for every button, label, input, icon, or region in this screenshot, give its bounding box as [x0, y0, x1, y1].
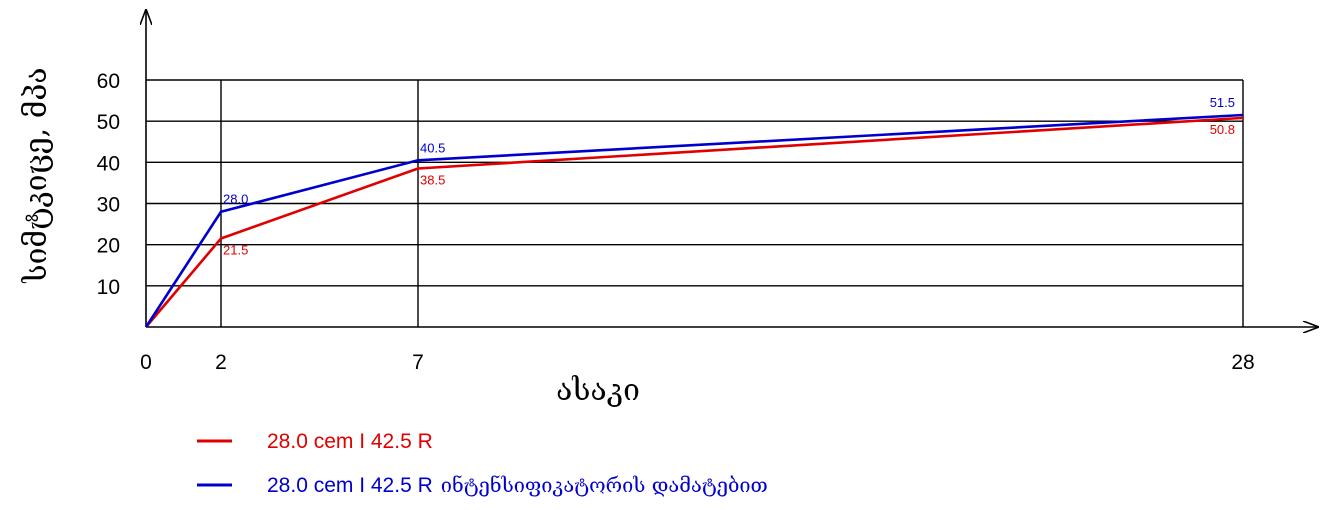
series-line-2	[144, 113, 1244, 328]
data-label-series-1: 50.8	[1210, 122, 1235, 137]
y-tick-label: 20	[97, 235, 120, 258]
x-tick-label: 0	[140, 351, 152, 374]
y-tick-label: 40	[97, 152, 120, 175]
data-label-series-2: 51.5	[1210, 95, 1235, 110]
data-label-series-2: 28.0	[223, 192, 248, 207]
y-tick-label: 50	[97, 111, 120, 134]
data-label-series-1: 21.5	[223, 242, 248, 257]
data-labels: 21.5 38.5 50.8 28.0 40.5 51.5	[223, 95, 1235, 258]
x-tick-label: 28	[1231, 351, 1254, 374]
x-axis-title: ასაკი	[556, 373, 640, 408]
tick-labels: 10 20 30 40 50 60 0 2 7 28	[97, 70, 1255, 374]
x-tick-label: 7	[412, 351, 424, 374]
y-tick-label: 30	[97, 194, 120, 217]
series-line-1	[145, 116, 1244, 328]
y-tick-label: 60	[97, 70, 120, 93]
legend: 28.0 cem I 42.5 R 28.0 cem I 42.5 R ინტე…	[197, 430, 768, 497]
data-label-series-2: 40.5	[420, 140, 445, 155]
grid	[146, 79, 1244, 327]
legend-label-series-2: 28.0 cem I 42.5 R ინტენსიფიკატორის დამატ…	[267, 473, 768, 497]
y-tick-label: 10	[97, 276, 120, 299]
data-label-series-1: 38.5	[420, 173, 445, 188]
y-axis-title: სიმტკიცე, მპა	[19, 67, 54, 283]
legend-label-series-1: 28.0 cem I 42.5 R	[267, 430, 433, 453]
axes	[146, 10, 1318, 327]
series-layer	[144, 113, 1244, 328]
x-tick-label: 2	[215, 351, 227, 374]
